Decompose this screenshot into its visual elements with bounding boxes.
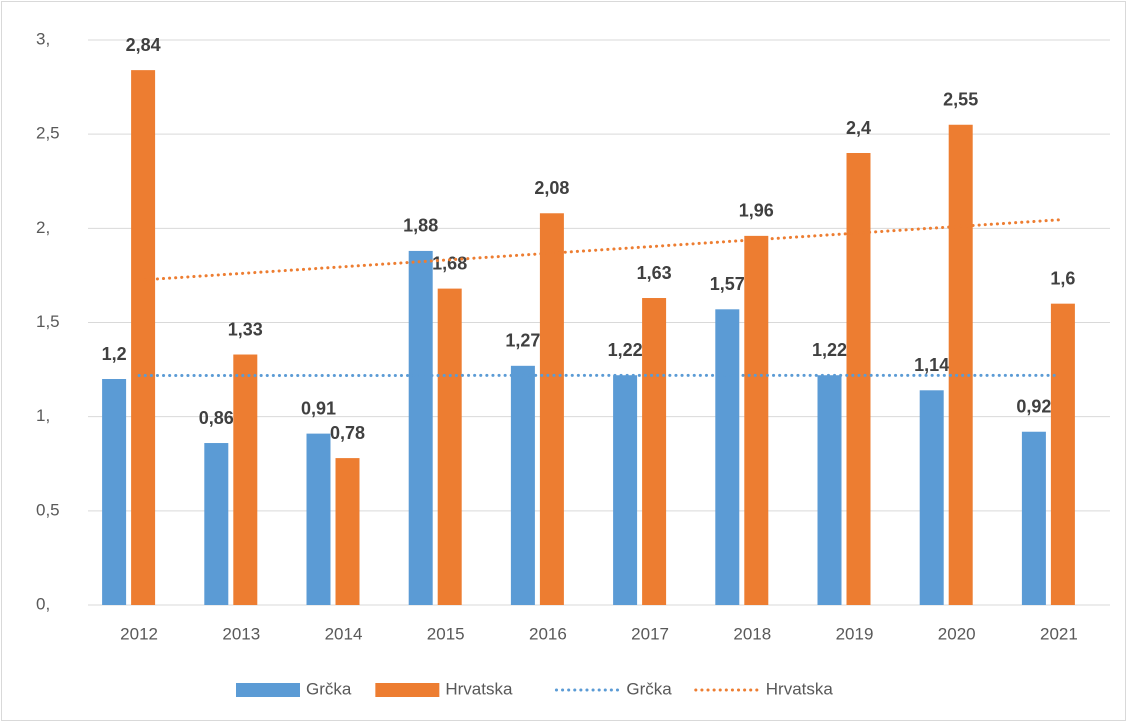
data-label: 0,86 xyxy=(199,408,234,428)
data-label: 2,84 xyxy=(126,35,161,55)
bar xyxy=(1051,304,1075,605)
y-tick-label: 1,5 xyxy=(36,312,60,331)
x-tick-label: 2020 xyxy=(938,624,976,643)
data-label: 0,78 xyxy=(330,423,365,443)
x-tick-label: 2014 xyxy=(325,624,363,643)
data-label: 0,92 xyxy=(1016,396,1051,416)
bar xyxy=(131,70,155,605)
bar xyxy=(102,379,126,605)
bar xyxy=(438,289,462,605)
data-label: 1,88 xyxy=(403,216,438,236)
bar xyxy=(336,458,360,605)
y-tick-label: 2, xyxy=(36,218,50,237)
y-tick-label: 2,5 xyxy=(36,124,60,143)
x-tick-label: 2021 xyxy=(1040,624,1078,643)
data-label: 1,2 xyxy=(102,344,127,364)
y-tick-label: 0,5 xyxy=(36,500,60,519)
bar xyxy=(307,434,331,605)
data-label: 2,4 xyxy=(846,118,871,138)
x-tick-label: 2015 xyxy=(427,624,465,643)
legend-label: Hrvatska xyxy=(445,679,513,698)
data-label: 1,68 xyxy=(432,253,467,273)
data-label: 1,33 xyxy=(228,319,263,339)
bar xyxy=(511,366,535,605)
x-tick-label: 2016 xyxy=(529,624,567,643)
data-label: 1,14 xyxy=(914,355,949,375)
data-label: 1,22 xyxy=(608,340,643,360)
bar xyxy=(233,355,257,605)
legend-swatch xyxy=(375,683,439,697)
bar xyxy=(744,236,768,605)
bar xyxy=(818,375,842,605)
bar xyxy=(847,153,871,605)
x-tick-label: 2017 xyxy=(631,624,669,643)
bar xyxy=(204,443,228,605)
data-label: 2,08 xyxy=(534,178,569,198)
x-tick-label: 2018 xyxy=(733,624,771,643)
bar xyxy=(642,298,666,605)
bar xyxy=(715,309,739,605)
bar xyxy=(949,125,973,605)
data-label: 2,55 xyxy=(943,90,978,110)
data-label: 1,6 xyxy=(1050,268,1075,288)
data-label: 1,57 xyxy=(710,274,745,294)
bar xyxy=(613,375,637,605)
data-label: 0,91 xyxy=(301,398,336,418)
bar xyxy=(920,390,944,605)
x-tick-label: 2012 xyxy=(120,624,158,643)
bar xyxy=(409,251,433,605)
x-tick-label: 2013 xyxy=(222,624,260,643)
legend-label: Hrvatska xyxy=(766,679,834,698)
x-tick-label: 2019 xyxy=(836,624,874,643)
data-label: 1,63 xyxy=(637,263,672,283)
y-tick-label: 3, xyxy=(36,29,50,48)
y-tick-label: 1, xyxy=(36,406,50,425)
data-label: 1,27 xyxy=(505,331,540,351)
legend-label: Grčka xyxy=(306,679,352,698)
bar xyxy=(1022,432,1046,605)
legend-swatch xyxy=(236,683,300,697)
bar xyxy=(540,213,564,605)
data-label: 1,96 xyxy=(739,201,774,221)
legend-label: Grčka xyxy=(626,679,672,698)
y-tick-label: 0, xyxy=(36,594,50,613)
data-label: 1,22 xyxy=(812,340,847,360)
